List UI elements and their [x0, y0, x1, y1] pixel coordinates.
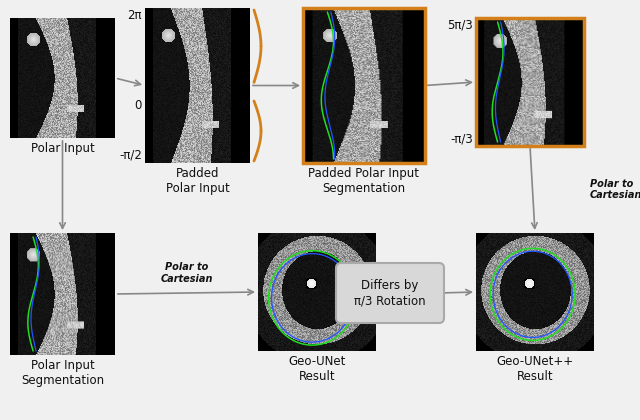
Bar [303, 8, 425, 163]
Text: -π/3: -π/3 [451, 132, 473, 145]
Text: Polar to
Cartesian: Polar to Cartesian [160, 262, 212, 284]
Text: 2π: 2π [127, 9, 142, 22]
Text: Polar to
Cartesian: Polar to Cartesian [590, 178, 640, 200]
Text: 0: 0 [134, 99, 142, 112]
Text: -π/2: -π/2 [119, 149, 142, 162]
Text: 5π/3: 5π/3 [447, 19, 473, 32]
Text: Polar Input: Polar Input [31, 142, 94, 155]
FancyBboxPatch shape [336, 263, 444, 323]
Text: Padded Polar Input
Segmentation: Padded Polar Input Segmentation [308, 167, 419, 195]
Bar [476, 18, 584, 146]
Text: Geo-UNet++
Result: Geo-UNet++ Result [497, 355, 573, 383]
Text: Differs by
π/3 Rotation: Differs by π/3 Rotation [354, 279, 426, 307]
Text: Polar Input
Segmentation: Polar Input Segmentation [21, 359, 104, 387]
Text: Padded
Polar Input: Padded Polar Input [166, 167, 229, 195]
Text: Geo-UNet
Result: Geo-UNet Result [288, 355, 346, 383]
